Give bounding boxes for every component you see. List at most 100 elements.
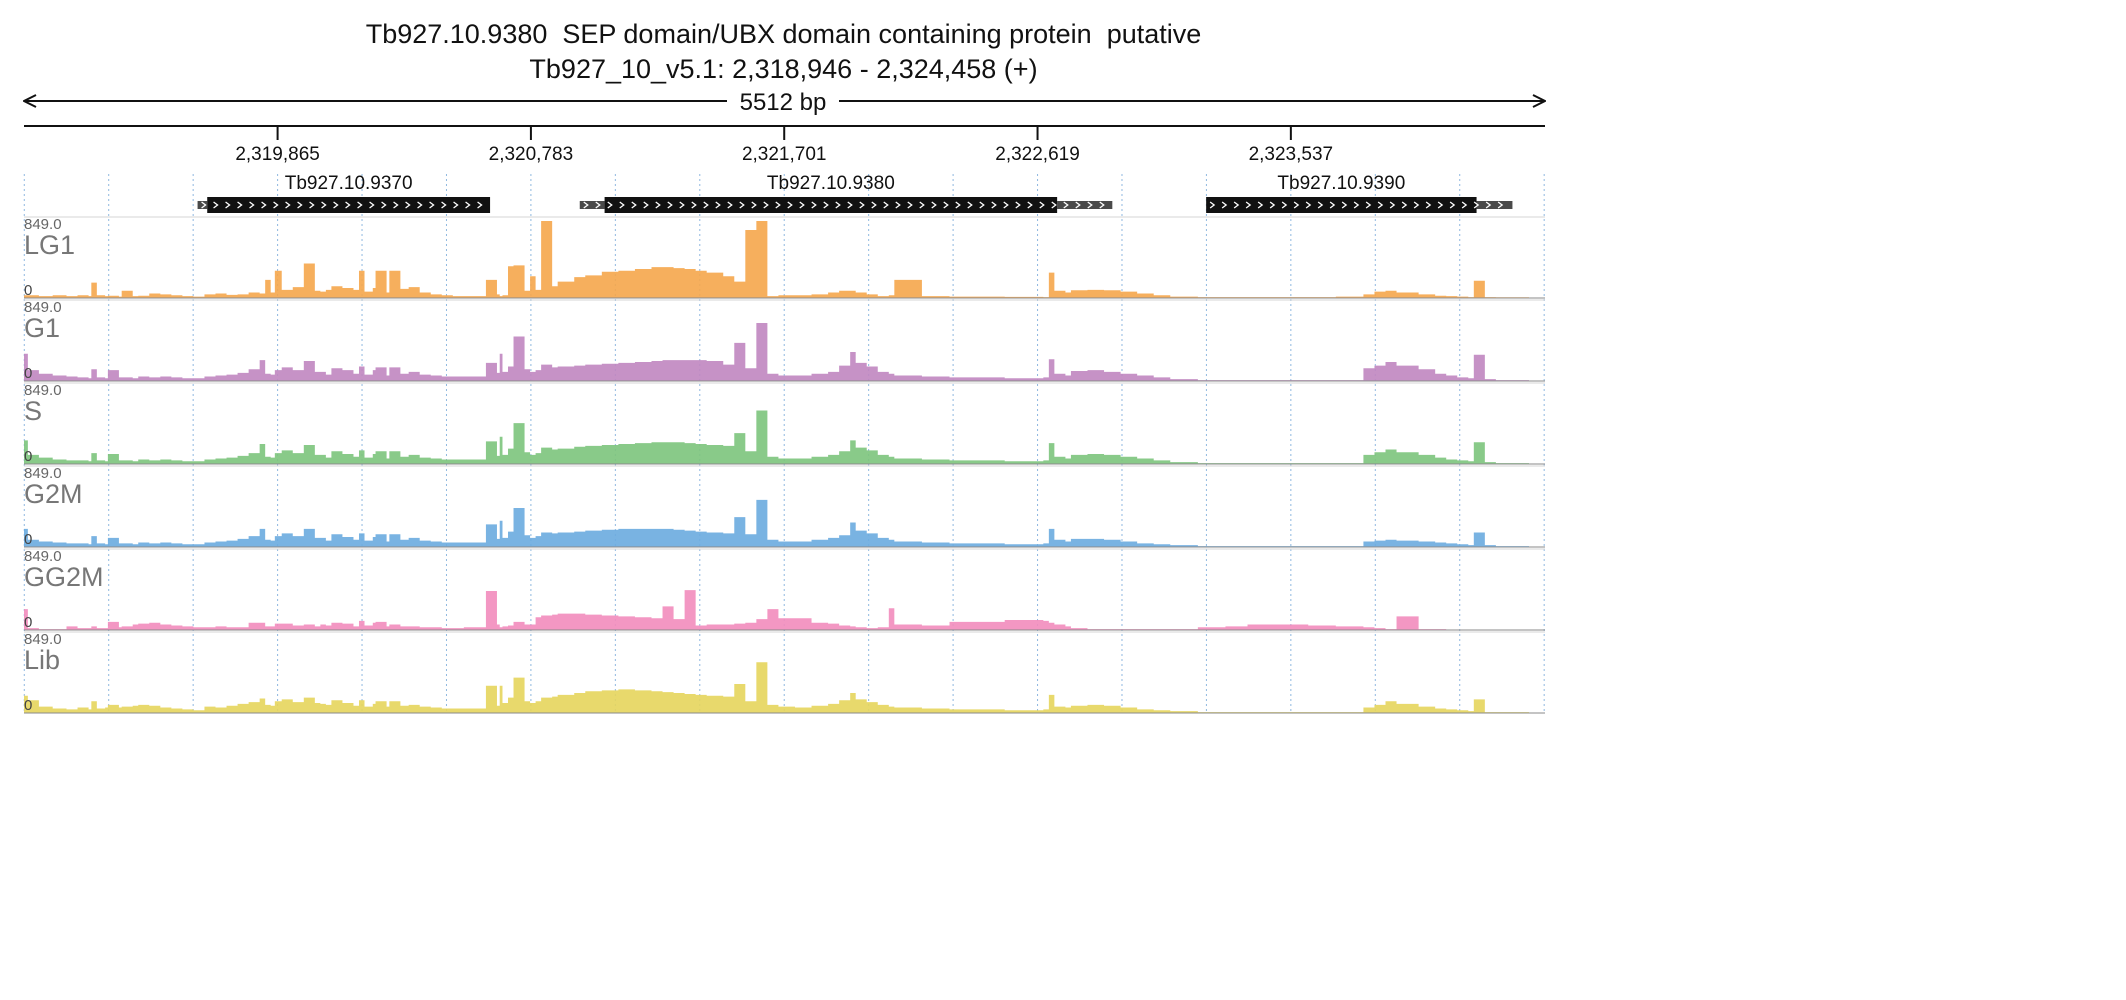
ruler-tick-label: 2,319,865 — [235, 144, 320, 165]
strand-arrow — [1353, 201, 1360, 209]
strand-arrow — [775, 201, 781, 209]
coverage-area — [24, 410, 1545, 464]
track-ymin-label: 0 — [24, 365, 32, 382]
strand-arrow — [691, 201, 697, 209]
gene-cds — [604, 197, 1058, 213]
strand-arrow — [393, 201, 399, 209]
track-name: G1 — [24, 313, 60, 343]
strand-arrow — [1051, 201, 1057, 209]
strand-arrow — [369, 201, 375, 209]
strand-arrow — [1389, 201, 1396, 209]
strand-arrow — [1015, 201, 1021, 209]
strand-arrow — [1221, 201, 1228, 209]
strand-arrow — [1377, 201, 1384, 209]
strand-arrow — [787, 201, 793, 209]
genome-browser-figure: Tb927.10.9380 SEP domain/UBX domain cont… — [0, 19, 1567, 714]
gene-label: Tb927.10.9370 — [285, 173, 413, 194]
span-label-background — [727, 88, 839, 114]
figure-title: Tb927.10.9380 SEP domain/UBX domain cont… — [365, 19, 1202, 49]
track-ymax-label: 849.0 — [24, 299, 62, 316]
ruler-tick-label: 2,323,537 — [1249, 144, 1334, 165]
strand-arrow — [1317, 201, 1324, 209]
strand-arrow — [1269, 201, 1276, 209]
strand-arrow — [1473, 201, 1480, 209]
strand-arrow — [763, 201, 769, 209]
strand-arrow — [1075, 201, 1081, 209]
coverage-chart: 5512 bp 2,319,865 2,320,783 2,321,701 2,322… — [0, 88, 1567, 714]
strand-arrow — [655, 201, 661, 209]
strand-arrow — [1449, 201, 1456, 209]
gene-track: Tb927.10.9370 Tb927.10.9380 Tb927.10.9390 — [197, 173, 1513, 213]
track-ymin-label: 0 — [24, 531, 32, 548]
strand-arrow — [1209, 201, 1216, 209]
strand-arrow — [1485, 201, 1492, 209]
strand-arrow — [1401, 201, 1408, 209]
strand-arrow — [931, 201, 937, 209]
gene-utr3 — [1057, 201, 1113, 209]
strand-arrow — [405, 201, 411, 209]
gene-utr5 — [197, 201, 208, 209]
strand-arrow — [619, 201, 625, 209]
track-ymax-label: 849.0 — [24, 631, 62, 648]
strand-arrow — [607, 201, 613, 209]
coverage-area — [24, 662, 1545, 713]
track-ymin-label: 0 — [24, 614, 32, 631]
strand-arrow — [823, 201, 829, 209]
strand-arrow — [1305, 201, 1312, 209]
strand-arrow — [1413, 201, 1420, 209]
coverage-area — [24, 322, 1545, 381]
strand-arrow — [895, 201, 901, 209]
track-ymin-label: 0 — [24, 697, 32, 714]
strand-arrow — [847, 201, 853, 209]
strand-arrow — [261, 201, 267, 209]
track-name: S — [24, 396, 42, 426]
strand-arrow — [417, 201, 423, 209]
span-label: 5512 bp — [740, 89, 827, 116]
strand-arrow — [477, 201, 483, 209]
strand-arrow — [441, 201, 447, 209]
ruler-tick-label: 2,321,701 — [742, 144, 827, 165]
strand-arrow — [739, 201, 745, 209]
gene-label: Tb927.10.9390 — [1277, 173, 1405, 194]
strand-arrow — [1437, 201, 1444, 209]
strand-arrow — [1257, 201, 1264, 209]
strand-arrow — [883, 201, 889, 209]
track-name: G2M — [24, 479, 83, 509]
strand-arrow — [1281, 201, 1288, 209]
track-ymin-label: 0 — [24, 448, 32, 465]
strand-arrow — [991, 201, 997, 209]
coverage-area — [24, 499, 1545, 547]
strand-arrow — [1099, 201, 1105, 209]
gene-label: Tb927.10.9380 — [767, 173, 895, 194]
strand-arrow — [643, 201, 649, 209]
strand-arrow — [667, 201, 673, 209]
strand-arrow — [1039, 201, 1045, 209]
strand-arrow — [333, 201, 339, 209]
strand-arrow — [357, 201, 363, 209]
strand-arrow — [967, 201, 973, 209]
ruler-ticks: 2,319,865 2,320,783 2,321,701 2,322,619 2,32… — [235, 126, 1333, 165]
strand-arrow — [799, 201, 805, 209]
strand-arrow — [345, 201, 351, 209]
strand-arrow — [703, 201, 709, 209]
coverage-tracks: 849.0LG10849.0G10849.0S0849.0G2M0849.0GG… — [24, 216, 1545, 714]
track-name: GG2M — [24, 562, 104, 592]
strand-arrow — [811, 201, 817, 209]
gene-cds — [1206, 197, 1477, 213]
strand-arrow — [237, 201, 243, 209]
strand-arrow — [859, 201, 865, 209]
region-subtitle: Tb927_10_v5.1: 2,318,946 - 2,324,458 (+) — [529, 54, 1038, 84]
strand-arrow — [1341, 201, 1348, 209]
track-name: LG1 — [24, 230, 75, 260]
track-ymax-label: 849.0 — [24, 548, 62, 565]
strand-arrow — [907, 201, 913, 209]
coverage-area — [24, 590, 1469, 630]
strand-arrow — [1365, 201, 1372, 209]
strand-arrow — [1293, 201, 1300, 209]
strand-arrow — [1245, 201, 1252, 209]
strand-arrow — [465, 201, 471, 209]
gridlines — [23, 174, 1545, 712]
strand-arrow — [871, 201, 877, 209]
strand-arrow — [249, 201, 255, 209]
strand-arrow — [919, 201, 925, 209]
